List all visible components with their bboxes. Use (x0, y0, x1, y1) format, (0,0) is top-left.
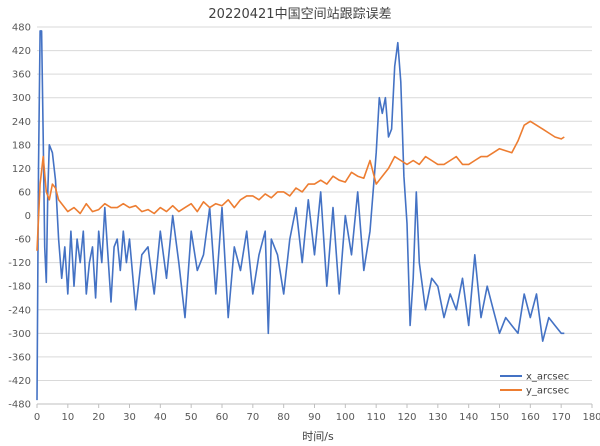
y-tick-label: -360 (8, 352, 31, 363)
x-axis-ticks: 0 10 20 30 40 50 60 70 80 90 100 110 120 130 140 150 160… (34, 404, 600, 423)
y-tick-label: -180 (8, 282, 31, 293)
x-tick-label: 70 (246, 412, 259, 423)
x-tick-label: 60 (216, 412, 229, 423)
x-tick-label: 0 (34, 412, 40, 423)
x-tick-label: 180 (582, 412, 600, 423)
legend-label: x_arcsec (526, 372, 569, 383)
x-tick-label: 80 (277, 412, 290, 423)
y-tick-label: -420 (8, 376, 31, 387)
y-tick-label: 120 (12, 164, 31, 175)
x-tick-label: 40 (154, 412, 167, 423)
y-tick-label: -240 (8, 305, 31, 316)
x-tick-label: 90 (308, 412, 321, 423)
y-tick-label: 480 (12, 23, 31, 34)
x-tick-label: 100 (336, 412, 355, 423)
series-line-y_arcsec (36, 120, 565, 251)
y-tick-label: -300 (8, 329, 31, 340)
x-tick-label: 130 (428, 412, 447, 423)
y-tick-label: -120 (8, 258, 31, 269)
y-tick-label: 360 (12, 70, 31, 81)
y-tick-label: -60 (15, 235, 31, 246)
x-tick-label: 150 (490, 412, 509, 423)
x-tick-label: 140 (459, 412, 478, 423)
data-series (36, 30, 565, 401)
x-tick-label: 120 (397, 412, 416, 423)
y-tick-label: 180 (12, 140, 31, 151)
y-tick-label: 300 (12, 93, 31, 104)
y-tick-label: 420 (12, 46, 31, 57)
x-tick-label: 50 (185, 412, 198, 423)
y-tick-label: 240 (12, 117, 31, 128)
x-tick-label: 170 (552, 412, 571, 423)
x-tick-label: 20 (92, 412, 105, 423)
x-tick-label: 30 (123, 412, 136, 423)
y-tick-label: 60 (18, 187, 31, 198)
legend-label: y_arcsec (526, 386, 569, 397)
x-tick-label: 110 (367, 412, 386, 423)
series-line-x_arcsec (36, 30, 565, 401)
x-tick-label: 160 (521, 412, 540, 423)
legend: x_arcsec y_arcsec (500, 372, 569, 397)
y-axis-ticks: -480 -420 -360 -300 -240 -180 -120 -60 0 60 120 180… (8, 23, 31, 411)
chart-title: 20220421中国空间站跟踪误差 (208, 7, 391, 22)
y-tick-label: 0 (25, 211, 31, 222)
x-axis-label: 时间/s (302, 430, 334, 443)
gridlines (37, 26, 592, 405)
y-tick-label: -480 (8, 400, 31, 411)
x-tick-label: 10 (61, 412, 74, 423)
